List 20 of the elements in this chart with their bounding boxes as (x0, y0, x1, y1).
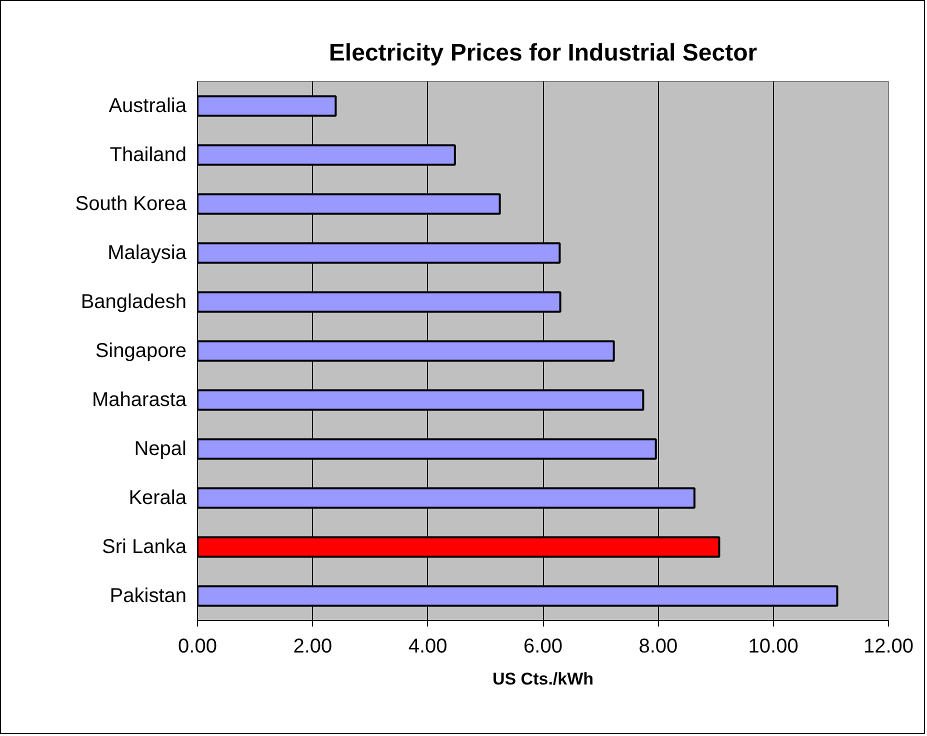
y-tick-label: Bangladesh (80, 291, 187, 313)
y-tick-label: Malaysia (108, 242, 188, 264)
x-axis-title: US Cts./kWh (492, 670, 594, 688)
y-tick-label: Australia (108, 95, 188, 117)
y-tick-label: Maharasta (92, 389, 188, 411)
y-tick-label: Thailand (110, 144, 186, 166)
y-tick-label: Singapore (95, 340, 187, 362)
x-tick-label: 10.00 (748, 636, 798, 658)
y-tick-label: Kerala (128, 487, 188, 509)
x-tick-label: 8.00 (638, 636, 678, 658)
x-tick-label: 6.00 (524, 636, 562, 658)
y-tick-label: South Korea (75, 193, 188, 215)
x-tick-label: 4.00 (408, 636, 448, 658)
y-tick-label: Nepal (134, 438, 187, 460)
y-tick-label: Sri Lanka (102, 536, 188, 558)
x-tick-label: 0.00 (178, 636, 217, 658)
y-tick-label: Pakistan (110, 585, 187, 607)
x-tick-label: 2.00 (293, 636, 332, 658)
x-tick-label: 12.00 (863, 636, 914, 658)
chart-title: Electricity Prices for Industrial Sector (328, 40, 758, 66)
